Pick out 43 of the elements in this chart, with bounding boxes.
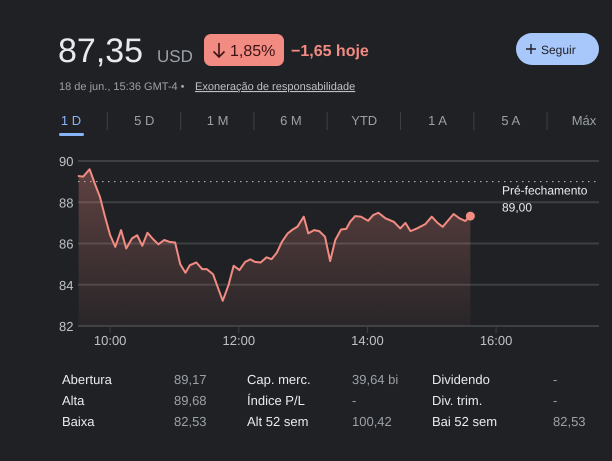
text: - xyxy=(352,393,356,408)
text: 82,53 xyxy=(174,414,207,429)
x-tick-label: 10:00 xyxy=(94,333,126,348)
text: - xyxy=(553,372,558,387)
text: 87,35 xyxy=(58,32,144,70)
text: Exoneração de responsabilidade xyxy=(195,81,356,93)
text: 5 D xyxy=(134,113,154,128)
text: - xyxy=(553,393,558,408)
text: 100,42 xyxy=(352,414,392,429)
text: YTD xyxy=(351,113,378,128)
x-tick-label: 14:00 xyxy=(351,333,384,348)
y-tick-label: 88 xyxy=(59,195,74,210)
x-tick-label: 12:00 xyxy=(222,333,256,348)
text: Abertura xyxy=(62,372,113,387)
ref-line-label: Pré-fechamento 89,00 xyxy=(502,184,588,215)
y-tick-label: 86 xyxy=(59,236,74,252)
text: Alt 52 sem xyxy=(247,414,308,429)
text: −1,65 hoje xyxy=(291,43,369,60)
text: 82,53 xyxy=(553,414,586,429)
text: Dividendo xyxy=(432,372,490,387)
text: Seguir xyxy=(541,43,576,57)
text: Bai 52 sem xyxy=(432,414,498,429)
x-tick-label: 16:00 xyxy=(480,333,512,348)
text: Cap. merc. xyxy=(247,372,311,387)
text: USD xyxy=(157,47,193,66)
text: 1 D xyxy=(60,113,82,128)
text: 1 A xyxy=(428,113,448,128)
text: Baixa xyxy=(62,414,96,429)
text: 89,17 xyxy=(174,372,207,387)
text: Índice P/L xyxy=(247,393,305,408)
text: 39,64 bi xyxy=(352,372,398,387)
text: Alta xyxy=(62,393,86,408)
text: Div. trim. xyxy=(432,393,482,408)
text: 89,68 xyxy=(174,393,207,408)
text: Máx xyxy=(572,113,597,128)
y-tick-label: 90 xyxy=(59,154,74,169)
text: 1,85% xyxy=(230,43,276,60)
text: 18 de jun., 15:36 GMT-4 • xyxy=(59,81,185,93)
text: 5 A xyxy=(501,113,521,128)
text: 1 M xyxy=(206,113,228,128)
y-tick-label: 82 xyxy=(59,319,74,334)
y-tick-label: 84 xyxy=(59,278,74,293)
text: 6 M xyxy=(280,113,302,128)
